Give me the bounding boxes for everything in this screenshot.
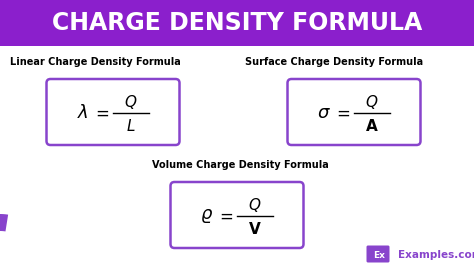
FancyBboxPatch shape	[288, 79, 420, 145]
Text: $=$: $=$	[333, 104, 351, 122]
Text: $=$: $=$	[216, 207, 234, 225]
Text: CHARGE DENSITY FORMULA: CHARGE DENSITY FORMULA	[52, 11, 422, 35]
Text: $\varrho$: $\varrho$	[201, 207, 214, 225]
Text: $\mathbf{A}$: $\mathbf{A}$	[365, 118, 379, 134]
Text: $Q$: $Q$	[124, 93, 137, 111]
Text: Surface Charge Density Formula: Surface Charge Density Formula	[245, 57, 423, 67]
Text: Ex: Ex	[373, 251, 385, 260]
Text: Volume Charge Density Formula: Volume Charge Density Formula	[152, 160, 329, 170]
FancyBboxPatch shape	[171, 182, 303, 248]
Bar	[0, 0, 474, 46]
Text: $Q$: $Q$	[365, 93, 379, 111]
Polygon shape	[0, 214, 8, 266]
Text: $L$: $L$	[126, 118, 136, 134]
Text: $\mathbf{V}$: $\mathbf{V}$	[248, 221, 262, 237]
FancyBboxPatch shape	[366, 246, 390, 263]
Text: $Q$: $Q$	[248, 196, 262, 214]
Text: $=$: $=$	[92, 104, 109, 122]
Text: Linear Charge Density Formula: Linear Charge Density Formula	[10, 57, 181, 67]
FancyBboxPatch shape	[46, 79, 180, 145]
Text: $\lambda$: $\lambda$	[77, 104, 89, 122]
Text: $\sigma$: $\sigma$	[317, 104, 331, 122]
Text: Examples.com: Examples.com	[398, 250, 474, 260]
